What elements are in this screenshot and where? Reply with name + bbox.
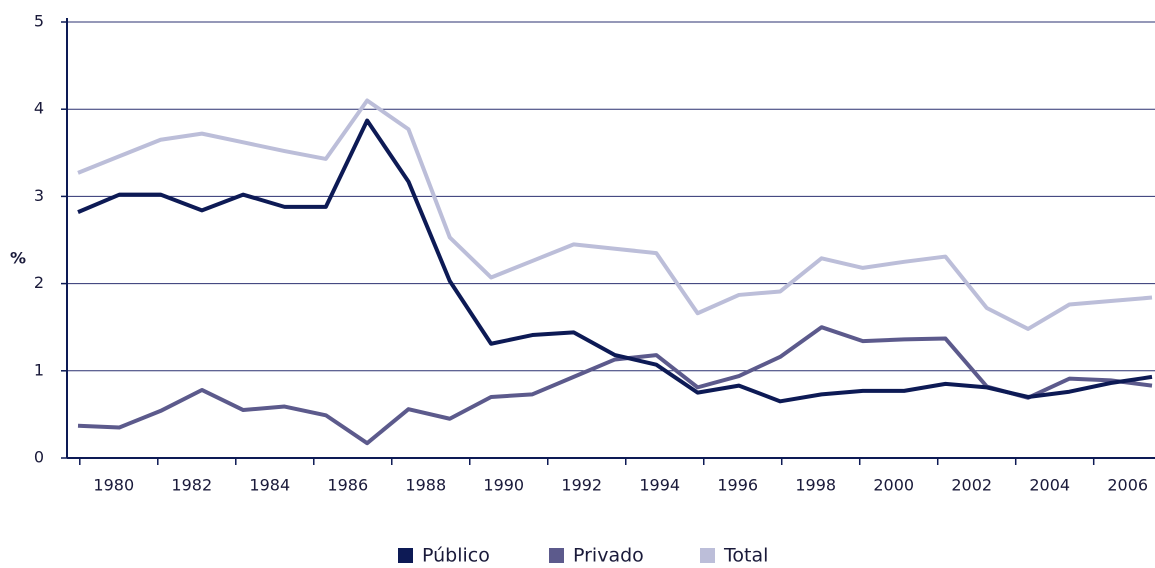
x-tick-label: 2006 — [1107, 476, 1148, 495]
legend-swatch — [398, 548, 413, 563]
line-series — [77, 98, 1153, 331]
x-tick-label: 1986 — [327, 476, 368, 495]
x-tick-label: 1984 — [249, 476, 290, 495]
x-tick-label: 2002 — [951, 476, 992, 495]
x-tick-label: 1982 — [171, 476, 212, 495]
legend-label: Público — [422, 545, 490, 567]
x-tick-label: 1990 — [483, 476, 524, 495]
line-series — [77, 118, 1153, 404]
y-tick-label: 5 — [34, 12, 44, 31]
legend-swatch — [549, 548, 564, 563]
legend-swatch — [700, 548, 715, 563]
y-tick-label: 0 — [34, 448, 44, 467]
x-tick-label: 2000 — [873, 476, 914, 495]
x-tick-label: 1988 — [405, 476, 446, 495]
y-tick-label: 4 — [34, 99, 44, 118]
x-tick-label: 1992 — [561, 476, 602, 495]
y-tick-label: 2 — [34, 273, 44, 292]
y-tick-label: 3 — [34, 186, 44, 205]
x-tick-label: 1994 — [639, 476, 680, 495]
legend-label: Total — [723, 545, 768, 567]
x-tick-label: 2004 — [1029, 476, 1070, 495]
y-axis-label: % — [10, 249, 26, 268]
legend-label: Privado — [573, 545, 644, 567]
x-tick-label: 1980 — [93, 476, 134, 495]
x-tick-label: 1998 — [795, 476, 836, 495]
x-tick-label: 1996 — [717, 476, 758, 495]
line-series — [77, 325, 1153, 446]
y-tick-label: 1 — [34, 360, 44, 379]
